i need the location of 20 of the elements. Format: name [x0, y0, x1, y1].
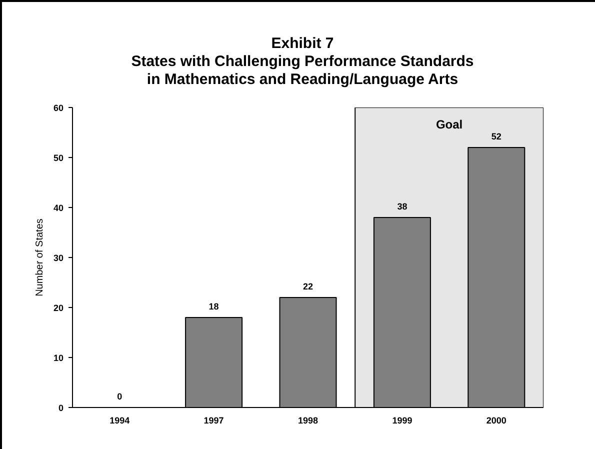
chart-title: Exhibit 7 States with Challenging Performance Standards in Mathematics and Reading/Language Arts — [131, 35, 474, 89]
y-tick-label: 40 — [53, 203, 64, 213]
x-tick-label: 1998 — [298, 416, 318, 426]
x-tick-label: 2000 — [486, 416, 506, 426]
y-tick-label: 30 — [53, 253, 64, 263]
y-tick-label: 20 — [53, 303, 64, 313]
data-label: 38 — [397, 202, 408, 212]
data-label: 52 — [491, 132, 502, 142]
y-tick-label: 10 — [53, 353, 64, 363]
x-tick-label: 1994 — [110, 416, 130, 426]
x-tick-label: 1999 — [392, 416, 412, 426]
y-axis-title: Number of States — [34, 218, 46, 296]
y-tick-label: 50 — [53, 153, 64, 163]
y-tick-label: 60 — [53, 103, 64, 113]
data-label: 0 — [117, 392, 122, 402]
x-tick-label: 1997 — [204, 416, 224, 426]
y-tick-label: 0 — [58, 403, 64, 413]
data-label: 18 — [208, 302, 219, 312]
band-label: Goal — [436, 118, 463, 132]
data-label: 22 — [302, 282, 314, 292]
